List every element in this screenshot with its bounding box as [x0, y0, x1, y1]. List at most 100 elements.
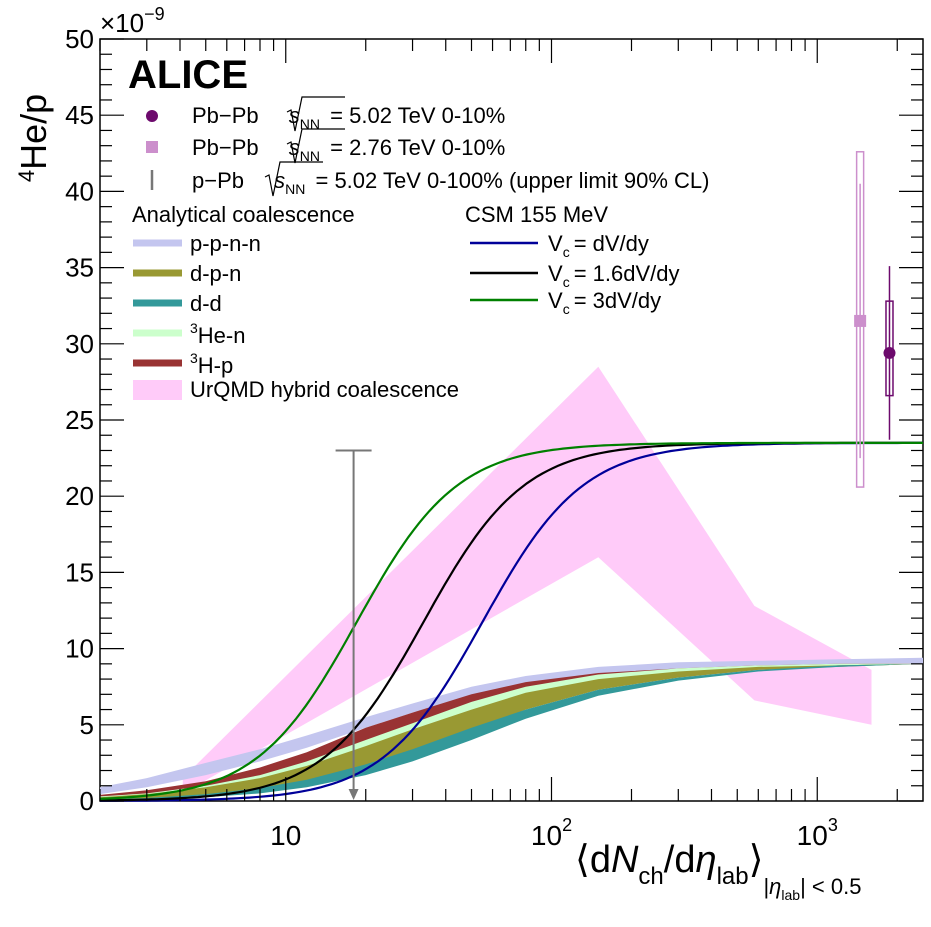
experiment-label: ALICE [128, 53, 248, 97]
legend-label-csm-1-sub: c [563, 244, 570, 260]
coalescence-legend: Analytical coalescence p-p-n-n d-p-n d-d… [132, 202, 459, 402]
legend-label-csm-3: Vc = 3dV/dy [548, 288, 661, 317]
x-axis-title-cond-post: | < 0.5 [800, 874, 861, 899]
y-tick-label: 5 [80, 710, 94, 740]
y-tick-label: 0 [80, 786, 94, 816]
legend-label-csm-2-v: V [548, 261, 563, 286]
legend-label-hen-pre: 3 [190, 320, 198, 336]
legend-swatch-urqmd [133, 380, 182, 400]
legend-label-csm-1-name: = dV/dy [574, 231, 649, 256]
y-axis-title: 4He/p [13, 94, 54, 182]
legend-item-ppb-system: p−Pb [192, 168, 244, 193]
x-axis-title-close: ⟩ [749, 839, 764, 881]
y-tick-label: 35 [65, 253, 94, 283]
legend-label-dd: d-d [190, 291, 222, 316]
y-tick-label: 25 [65, 405, 94, 435]
csm-legend-title: CSM 155 MeV [465, 202, 608, 227]
legend-marker-pbpb-502 [146, 110, 158, 122]
legend-item-ppb-sqrt-s: s [274, 168, 285, 193]
legend-label-csm-3-v: V [548, 288, 563, 313]
legend-item-pbpb-276-system: Pb−Pb [192, 135, 259, 160]
pbpb-276-point [854, 314, 867, 327]
legend-label-pppn: p-p-n-n [190, 231, 261, 256]
csm-curve-layer [99, 441, 923, 802]
y-axis-title-main: He/p [13, 94, 54, 170]
x-tick-label: 10 [270, 820, 301, 851]
x-tick-label-power: 2 [562, 815, 572, 835]
x-tick-label: 102 [531, 815, 572, 851]
legend-item-pbpb-502-system: Pb−Pb [192, 103, 259, 128]
legend-label-hp: 3H-p [190, 350, 233, 378]
legend-marker-pbpb-276 [146, 141, 158, 153]
y-axis-exponent-prefix: ×10 [100, 8, 144, 38]
legend-item-ppb-energy: = 5.02 TeV 0-100% (upper limit 90% CL) [315, 168, 709, 193]
x-tick-label: 103 [797, 815, 838, 851]
sqrt-sign-1 [286, 96, 345, 132]
legend-label-csm-2-sub: c [563, 274, 570, 290]
x-tick-label-power: 3 [828, 815, 838, 835]
x-axis-title-cond-eta: η [769, 874, 781, 899]
legend-item-pbpb-276-energy: = 2.76 TeV 0-10% [330, 135, 505, 160]
legend-label-csm-3-sub: c [563, 301, 570, 317]
coalescence-legend-title: Analytical coalescence [132, 202, 355, 227]
legend-item-pbpb-502-energy: = 5.02 TeV 0-10% [330, 103, 505, 128]
legend-item-pbpb-276: Pb−Pb sNN = 2.76 TeV 0-10% [192, 135, 505, 166]
legend-label-hp-main: H-p [198, 353, 233, 378]
y-tick-label: 50 [65, 24, 94, 54]
legend-label-hp-pre: 3 [190, 350, 198, 366]
legend-label-dpn: d-p-n [190, 261, 241, 286]
band-hp [100, 663, 923, 798]
sqrt-sign-3 [264, 161, 323, 197]
data-legend: Pb−Pb sNN = 5.02 TeV 0-10% Pb−Pb sNN = 2… [146, 96, 709, 199]
data-point-layer [335, 151, 896, 800]
x-axis-title: ⟨dNch/dηlab⟩|ηlab| < 0.5 [575, 839, 861, 903]
x-axis-title-cond-pre: | [763, 874, 769, 899]
y-tick-label: 20 [65, 481, 94, 511]
legend-label-hen-main: He-n [198, 323, 246, 348]
y-tick-label: 15 [65, 557, 94, 587]
legend-label-hen: 3He-n [190, 320, 245, 348]
y-tick-label: 40 [65, 176, 94, 206]
legend-label-urqmd: UrQMD hybrid coalescence [190, 377, 459, 402]
y-axis-exponent-power: −9 [144, 4, 165, 24]
legend-item-pbpb-502-sqrt-s: s [289, 103, 300, 128]
x-tick-label-base: 10 [270, 820, 301, 851]
legend-label-csm-2: Vc = 1.6dV/dy [548, 261, 680, 290]
legend-label-csm-1: Vc = dV/dy [548, 231, 649, 260]
y-tick-label: 30 [65, 329, 94, 359]
x-tick-label-base: 10 [797, 820, 828, 851]
legend-label-csm-1-v: V [548, 231, 563, 256]
legend-item-ppb-nn: NN [285, 181, 305, 197]
x-axis-title-ch: ch [638, 863, 663, 890]
y-axis-title-superscript: 4 [14, 170, 39, 182]
band-pppn [100, 657, 923, 795]
sqrt-sign-2 [286, 128, 345, 164]
y-tick-label: 45 [65, 100, 94, 130]
legend-item-pbpb-502: Pb−Pb sNN = 5.02 TeV 0-10% [192, 103, 505, 134]
legend-item-ppb: p−Pb sNN = 5.02 TeV 0-100% (upper limit … [192, 168, 709, 199]
csm-curve-3 [99, 441, 923, 800]
y-tick-label: 10 [65, 634, 94, 664]
y-axis-exponent: ×10−9 [100, 4, 165, 38]
band-hen [100, 663, 923, 800]
x-tick-label-base: 10 [531, 820, 562, 851]
x-axis-title-slash: /d [664, 839, 696, 881]
urqmd-band [182, 366, 872, 794]
legend-label-csm-2-name: = 1.6dV/dy [574, 261, 680, 286]
x-axis-title-eta: η [695, 839, 716, 881]
legend-item-pbpb-276-nn: NN [300, 148, 320, 164]
x-axis-title-lab: lab [717, 863, 749, 890]
coalescence-band-layer [100, 657, 923, 801]
legend-label-csm-3-name: = 3dV/dy [574, 288, 661, 313]
x-axis-title-n: N [611, 839, 639, 881]
pbpb-502-point [883, 346, 896, 359]
ppb-upper-limit-arrow [348, 789, 359, 800]
legend-item-pbpb-502-nn: NN [300, 116, 320, 132]
legend-item-pbpb-276-sqrt-s: s [289, 135, 300, 160]
x-axis-title-open: ⟨d [575, 839, 611, 881]
csm-legend: CSM 155 MeV Vc = dV/dy Vc = 1.6dV/dy Vc = 3… [465, 202, 680, 317]
urqmd-band-layer [182, 366, 872, 794]
x-axis-title-cond-lab: lab [781, 887, 800, 903]
